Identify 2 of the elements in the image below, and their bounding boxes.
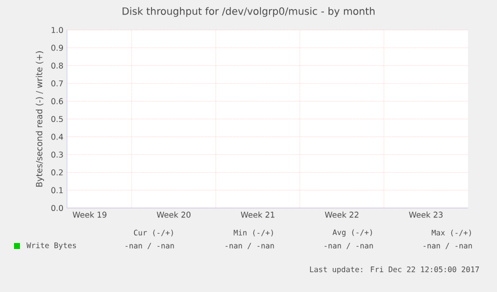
y-axis-title: Bytes/second read (-) / write (+) (36, 51, 44, 187)
chart-title: Disk throughput for /dev/volgrp0/music - by month (122, 7, 375, 17)
